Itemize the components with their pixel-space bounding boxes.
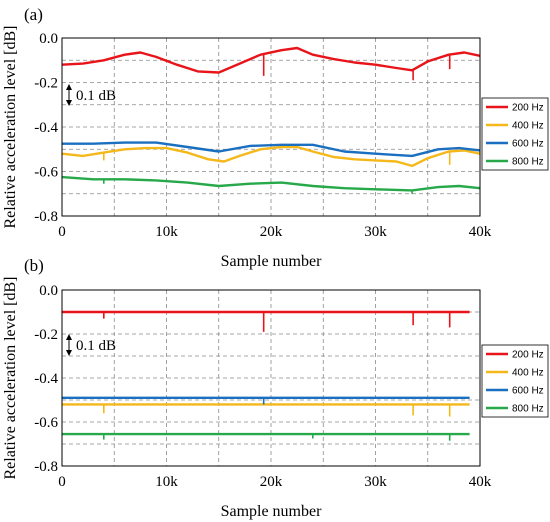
x-axis-title: Sample number: [221, 503, 323, 520]
legend-label: 400 Hz: [512, 121, 544, 132]
x-tick-label: 10k: [155, 224, 178, 240]
x-tick-label: 30k: [364, 224, 387, 240]
scale-annotation: 0.1 dB: [76, 88, 116, 104]
plot-frame: [61, 289, 481, 467]
panel-label: (b): [24, 256, 44, 275]
x-tick-label: 20k: [260, 224, 283, 240]
y-tick-label: 0.0: [39, 31, 58, 47]
legend-label: 800 Hz: [512, 157, 544, 168]
y-tick-label: -0.2: [34, 76, 58, 92]
x-tick-label: 0: [58, 224, 66, 240]
legend-box: [481, 97, 549, 171]
y-tick-label: -0.4: [34, 120, 58, 136]
scale-arrow-head-down: [66, 350, 72, 356]
chart-panel-0: (a) 0.0 -0.2 -0.4 -0.6 -0.80 10k 20k 30k 40k Sampl…: [2, 5, 549, 270]
x-tick-label: 30k: [364, 474, 387, 490]
legend: 200 Hz 400 Hz 600 Hz 800 Hz: [481, 344, 549, 418]
x-axis-title: Sample number: [221, 253, 323, 270]
chart-panel-1: (b) 0.0 -0.2 -0.4 -0.6 -0.80 10k 20k 30k 40k Sampl…: [2, 256, 549, 520]
y-tick-label: -0.4: [34, 371, 58, 387]
y-tick-label: -0.8: [34, 209, 58, 225]
x-tick-label: 40k: [469, 224, 492, 240]
y-tick-label: -0.2: [34, 327, 58, 343]
legend-label: 200 Hz: [512, 103, 544, 114]
scale-arrow-head-up: [66, 334, 72, 340]
scale-arrow-head-up: [66, 84, 72, 90]
x-tick-label: 10k: [155, 474, 178, 490]
legend-label: 600 Hz: [512, 139, 544, 150]
y-tick-label: -0.8: [34, 459, 58, 475]
series-line-200-hz: [61, 46, 481, 74]
y-axis-title: Relative acceleration level [dB]: [2, 25, 19, 228]
legend-label: 200 Hz: [512, 350, 544, 361]
scale-annotation: 0.1 dB: [76, 338, 116, 354]
series-line-400-hz: [61, 145, 481, 168]
y-tick-label: -0.6: [34, 415, 58, 431]
y-axis-title: Relative acceleration level [dB]: [2, 276, 19, 479]
series-line-800-hz: [61, 175, 481, 192]
y-tick-label: 0.0: [39, 283, 58, 299]
x-tick-label: 40k: [469, 474, 492, 490]
legend: 200 Hz 400 Hz 600 Hz 800 Hz: [481, 97, 549, 171]
plot-frame: [61, 37, 481, 217]
x-tick-label: 20k: [260, 474, 283, 490]
y-tick-label: -0.6: [34, 165, 58, 181]
series-line-600-hz: [62, 141, 481, 158]
x-tick-label: 0: [58, 474, 66, 490]
legend-box: [481, 344, 549, 418]
legend-label: 800 Hz: [512, 404, 544, 415]
scale-arrow-head-down: [66, 100, 72, 106]
panel-label: (a): [24, 5, 43, 24]
legend-label: 400 Hz: [512, 368, 544, 379]
legend-label: 600 Hz: [512, 386, 544, 397]
